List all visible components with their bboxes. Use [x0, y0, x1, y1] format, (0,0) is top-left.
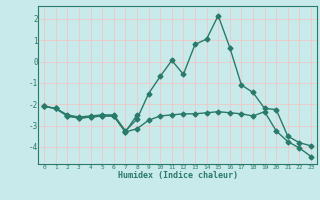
X-axis label: Humidex (Indice chaleur): Humidex (Indice chaleur) — [118, 171, 238, 180]
